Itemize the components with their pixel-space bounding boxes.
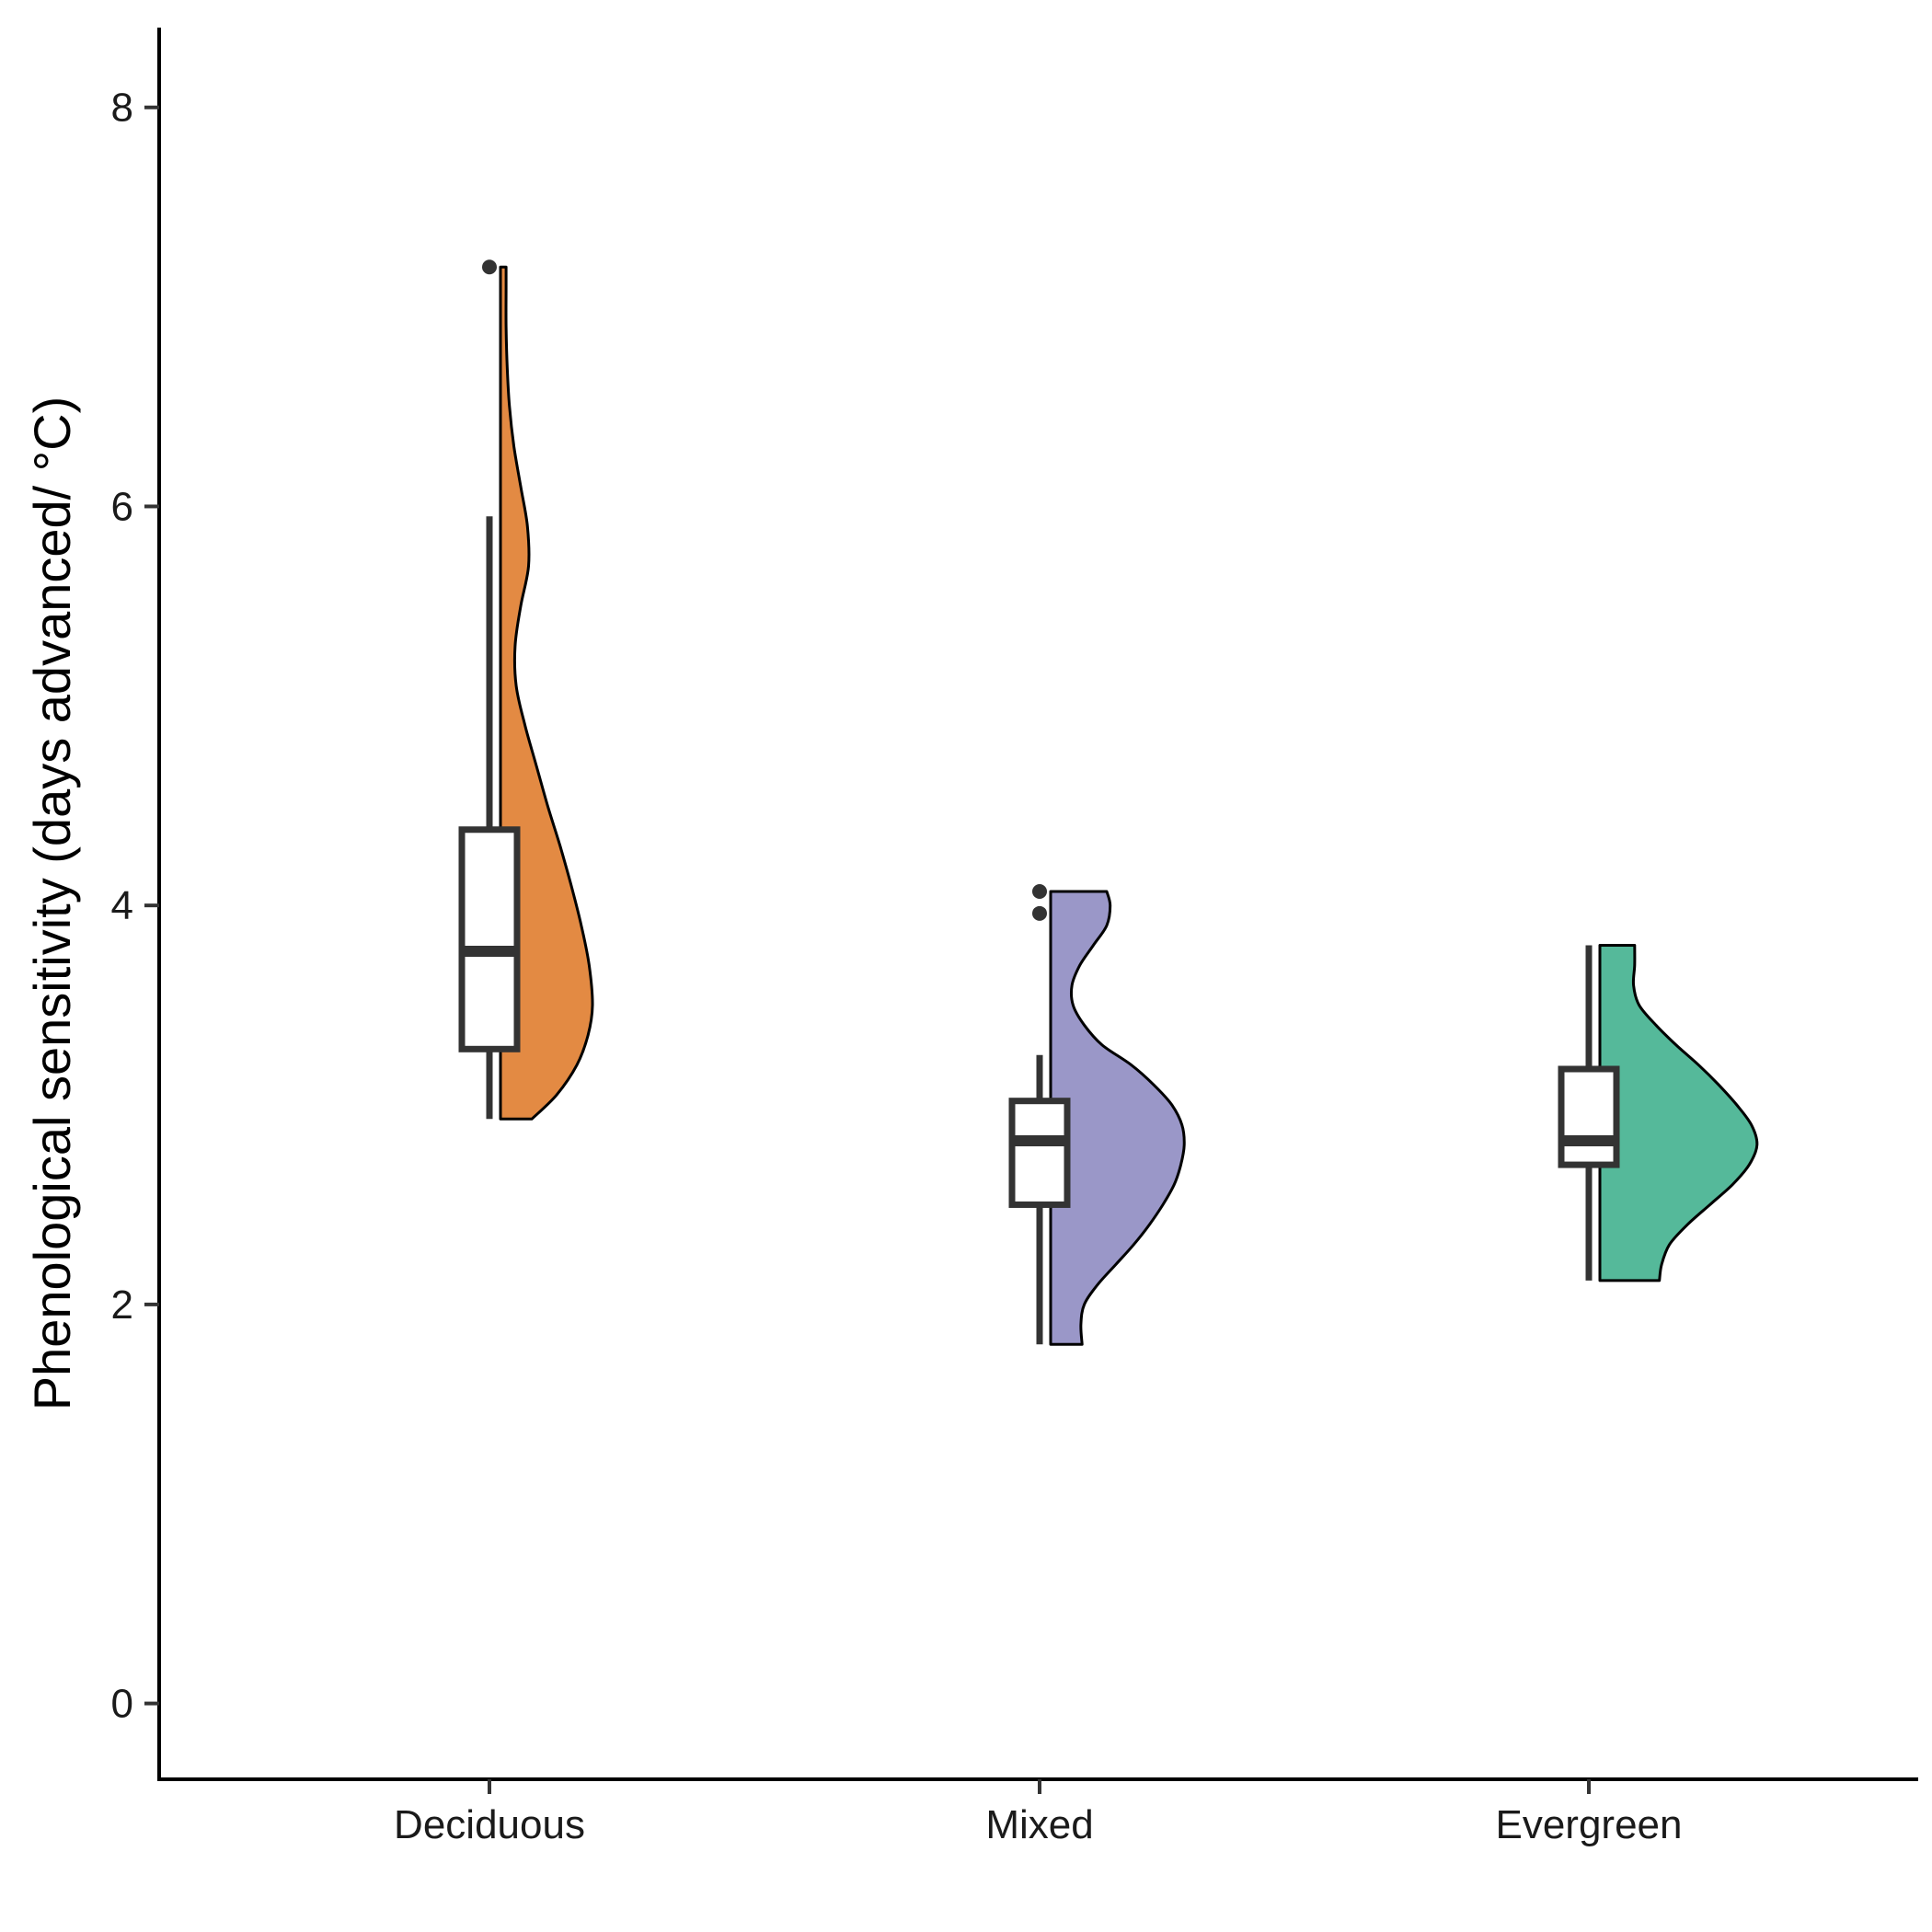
box-iqr (1558, 1065, 1620, 1168)
group-deciduous (458, 259, 594, 1121)
group-evergreen (1558, 944, 1759, 1282)
x-tick-label: Evergreen (1495, 1802, 1682, 1847)
axes: 0 2 4 6 8 Deciduous Mixed Evergreen (111, 28, 1918, 1847)
outlier-point (1032, 905, 1047, 921)
y-tick-label: 0 (111, 1682, 133, 1727)
x-tick-label: Deciduous (394, 1802, 585, 1847)
y-tick-label: 8 (111, 86, 133, 131)
density-cloud (1049, 890, 1186, 1346)
y-tick-label: 6 (111, 484, 133, 529)
y-tick-label: 2 (111, 1282, 133, 1328)
outlier-point (1032, 883, 1047, 899)
box-iqr (1008, 1098, 1071, 1208)
density-cloud (1598, 944, 1759, 1282)
box-iqr (458, 826, 521, 1052)
y-tick-label: 4 (111, 883, 133, 928)
y-axis-title: Phenological sensitivity (days advanced/… (23, 397, 81, 1411)
y-axis-ticks: 0 2 4 6 8 (111, 86, 159, 1727)
density-cloud (499, 265, 594, 1121)
group-mixed (1008, 883, 1186, 1346)
x-tick-label: Mixed (985, 1802, 1093, 1847)
x-axis-ticks: Deciduous Mixed Evergreen (394, 1779, 1683, 1847)
outlier-point (482, 259, 497, 275)
plot-area (458, 259, 1759, 1346)
